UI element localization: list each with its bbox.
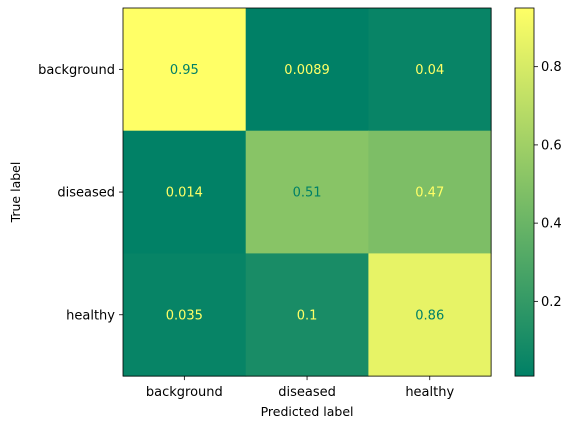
cell-value-label: 0.035 <box>166 308 203 323</box>
y-tick-label: diseased <box>57 186 115 201</box>
cell-value-label: 0.47 <box>415 186 444 201</box>
colorbar-tick-label: 0.8 <box>541 60 562 75</box>
y-tick-label: background <box>38 63 115 78</box>
colorbar-tick-label: 0.2 <box>541 295 562 310</box>
heatmap-cell <box>123 8 247 132</box>
cell-value-label: 0.0089 <box>284 63 330 78</box>
x-tick-label: healthy <box>405 385 454 400</box>
x-axis-ticks: background diseased healthy <box>146 376 454 400</box>
y-axis-label: True label <box>8 162 23 224</box>
x-tick-label: diseased <box>278 385 336 400</box>
cell-value-label: 0.014 <box>166 186 203 201</box>
heatmap-cell <box>245 8 369 132</box>
heatmap-cell <box>368 8 492 132</box>
colorbar-tick-label: 0.4 <box>541 217 562 232</box>
colorbar <box>514 7 535 377</box>
x-axis-label: Predicted label <box>261 404 354 419</box>
heatmap-cell <box>368 130 492 254</box>
colorbar-ticks: 0.2 0.4 0.6 0.8 <box>534 60 562 310</box>
cell-value-label: 0.04 <box>415 63 444 78</box>
heatmap-cell <box>245 130 369 254</box>
colorbar-tick-label: 0.6 <box>541 138 562 153</box>
heatmap-cell <box>245 253 369 377</box>
y-tick-label: healthy <box>66 308 115 323</box>
cell-value-label: 0.1 <box>297 308 318 323</box>
cell-value-label: 0.95 <box>170 63 199 78</box>
heatmap-cell <box>123 130 247 254</box>
x-tick-label: background <box>146 385 223 400</box>
y-axis-ticks: background diseased healthy <box>38 63 123 323</box>
heatmap-cell <box>123 253 247 377</box>
heatmap-cells: 0.95 0.0089 0.04 0.014 0.51 0.47 0.035 0.1 0.86 <box>123 8 492 377</box>
cell-value-label: 0.86 <box>415 308 444 323</box>
cell-value-label: 0.51 <box>293 186 322 201</box>
heatmap-cell <box>368 253 492 377</box>
